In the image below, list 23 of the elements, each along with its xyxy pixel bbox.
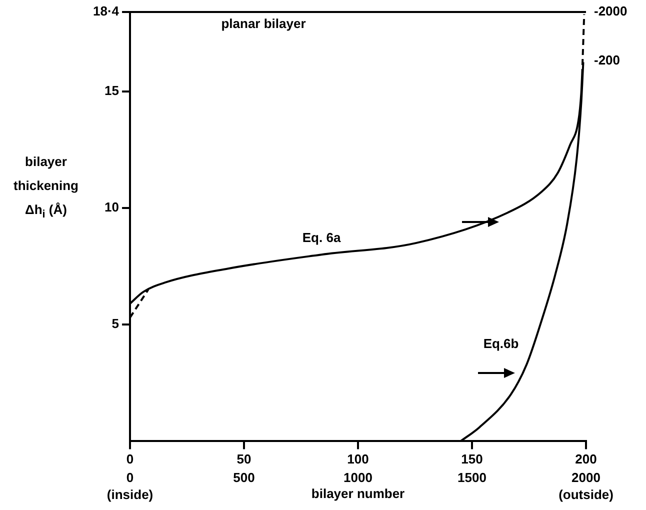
y-axis-title: bilayer thickening Δh$_{i}$ (Å) [12, 153, 80, 223]
y-tick-label: 15 [104, 82, 120, 98]
x-tick-label: 200 [575, 452, 597, 467]
series-label: Eq. 6a [302, 230, 342, 246]
annotation: -200 [594, 52, 620, 68]
x2-tick-label: 500 [233, 470, 255, 486]
series-label: Eq.6b [483, 336, 519, 351]
y-tick-label: 18·4 [92, 4, 120, 19]
annotation: -2000 [594, 4, 628, 19]
x2-tick-label: 2000 [572, 470, 600, 486]
x2-tick-label: 0 [126, 470, 134, 486]
y-tick-label: 5 [112, 316, 120, 332]
y-tick-label: 10 [104, 200, 120, 215]
x-axis-title: bilayer number [311, 486, 405, 501]
x-tick-label: 100 [347, 452, 369, 467]
x-tick-label: 0 [126, 452, 134, 467]
text: (outside) [558, 487, 614, 502]
x-tick-label: 50 [236, 452, 252, 467]
text: (inside) [106, 487, 154, 502]
ref-line-label: planar bilayer [221, 16, 306, 32]
x2-tick-label: 1000 [344, 470, 372, 486]
x-tick-label: 150 [461, 452, 483, 467]
x2-tick-label: 1500 [458, 470, 486, 486]
